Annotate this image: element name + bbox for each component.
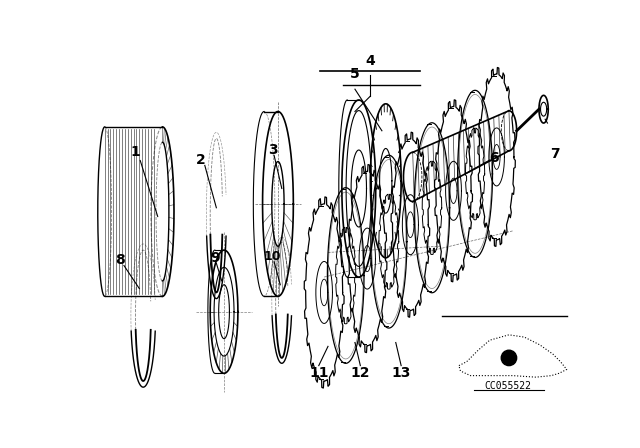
Text: 1: 1 <box>131 145 140 159</box>
Text: 5: 5 <box>350 68 360 82</box>
Text: 6: 6 <box>489 151 499 165</box>
Circle shape <box>501 350 516 366</box>
Text: 13: 13 <box>392 366 411 380</box>
Text: 2: 2 <box>196 153 206 167</box>
Text: 9: 9 <box>210 251 220 265</box>
Text: CC055522: CC055522 <box>484 381 531 392</box>
Text: 7: 7 <box>550 147 560 161</box>
Text: 3: 3 <box>268 143 277 157</box>
Text: 4: 4 <box>365 54 375 68</box>
Text: 10: 10 <box>264 250 282 263</box>
Text: 11: 11 <box>309 366 328 380</box>
Text: 8: 8 <box>115 253 125 267</box>
Text: 12: 12 <box>351 366 370 380</box>
